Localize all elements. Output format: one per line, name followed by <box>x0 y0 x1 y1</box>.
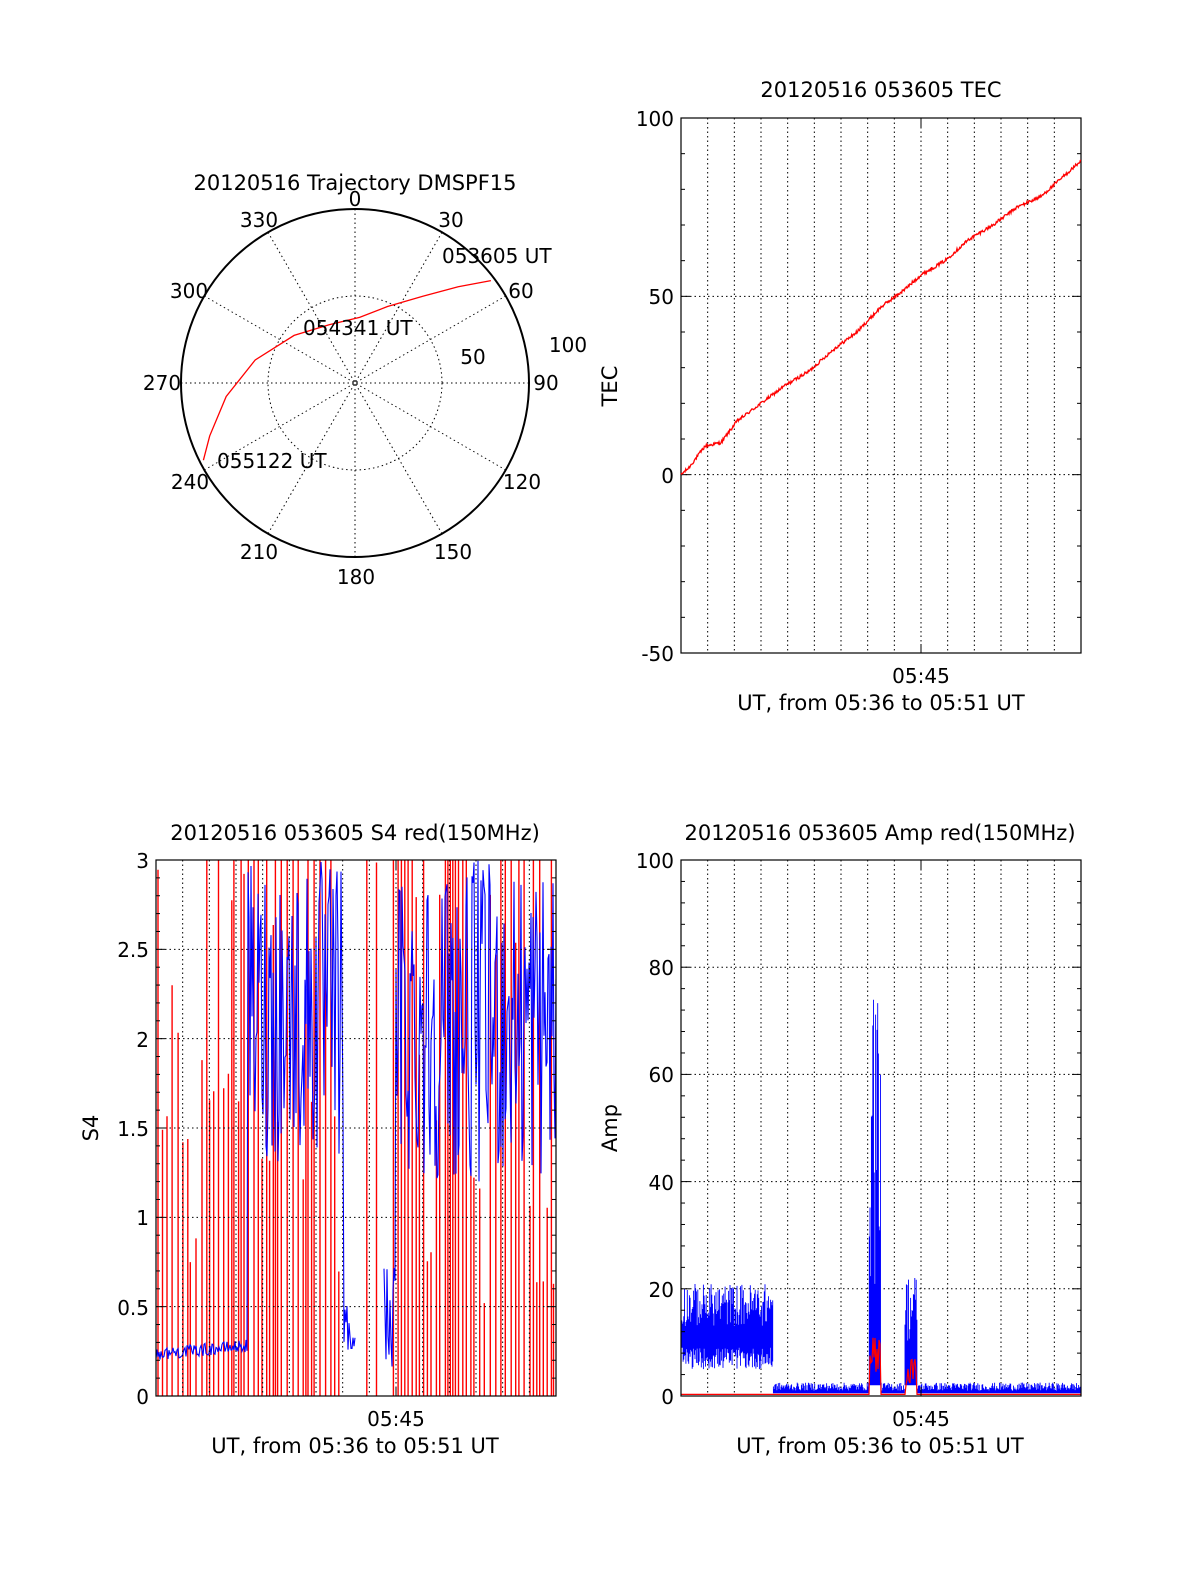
s4-blue-line <box>383 860 556 1367</box>
amp-red-series <box>681 1337 1081 1395</box>
tec-ytick-label: 50 <box>649 285 674 309</box>
polar-trajectory-chart: 20120516 Trajectory DMSPF15 0 30 60 90 1… <box>143 171 587 589</box>
tec-series-line <box>680 159 1082 476</box>
amp-ytick-label: 40 <box>649 1171 674 1195</box>
s4-ytick-label: 2 <box>136 1028 149 1052</box>
azimuth-label-60: 60 <box>508 279 533 303</box>
s4-ytick-labels: 3 2.5 2 1.5 1 0.5 0 <box>117 849 149 1409</box>
amp-title: 20120516 053605 Amp red(150MHz) <box>684 821 1075 845</box>
azimuth-label-0: 0 <box>349 187 362 211</box>
amp-xtick-label: 05:45 <box>892 1407 950 1431</box>
amp-ylabel: Amp <box>598 1104 622 1152</box>
tec-xlabel: UT, from 05:36 to 05:51 UT <box>737 691 1025 715</box>
s4-grid <box>156 860 556 1396</box>
polar-outer-ring <box>180 208 530 558</box>
amp-ytick-label: 100 <box>636 849 674 873</box>
s4-xlabel: UT, from 05:36 to 05:51 UT <box>211 1434 499 1458</box>
amp-chart: 20120516 053605 Amp red(150MHz) 100 80 6… <box>598 821 1082 1458</box>
tec-chart: 20120516 053605 TEC 100 50 0 -50 05:45 U… <box>598 78 1082 715</box>
amp-ytick-label: 0 <box>661 1385 674 1409</box>
tec-tick-marks <box>681 117 1081 654</box>
amp-xlabel: UT, from 05:36 to 05:51 UT <box>736 1434 1024 1458</box>
polar-grid <box>181 209 529 557</box>
tec-grid <box>681 118 1081 653</box>
s4-ytick-label: 0 <box>136 1385 149 1409</box>
annotation-start-time: 053605 UT <box>442 244 552 268</box>
amp-grid <box>681 860 1081 1396</box>
s4-ytick-label: 3 <box>136 849 149 873</box>
s4-ytick-label: 1.5 <box>117 1117 149 1141</box>
s4-chart: 20120516 053605 S4 red(150MHz) 3 2.5 2 1… <box>79 821 557 1458</box>
amp-ytick-label: 60 <box>649 1063 674 1087</box>
amp-blue-line <box>681 999 1081 1394</box>
annotation-end-time: 055122 UT <box>217 449 327 473</box>
trajectory-line <box>202 279 492 461</box>
s4-ytick-label: 0.5 <box>117 1296 149 1320</box>
tec-ylabel: TEC <box>598 366 622 408</box>
amp-plot-frame <box>680 859 1082 1397</box>
amp-ytick-label: 20 <box>649 1278 674 1302</box>
radial-label-100: 100 <box>549 333 587 357</box>
amp-blue-series <box>681 999 1081 1394</box>
azimuth-label-240: 240 <box>171 470 209 494</box>
azimuth-label-150: 150 <box>434 540 472 564</box>
azimuth-label-120: 120 <box>503 470 541 494</box>
amp-ytick-labels: 100 80 60 40 20 0 <box>636 849 674 1409</box>
s4-xtick-label: 05:45 <box>367 1407 425 1431</box>
polar-title: 20120516 Trajectory DMSPF15 <box>193 171 516 195</box>
amp-ytick-label: 80 <box>649 956 674 980</box>
azimuth-label-90: 90 <box>533 371 558 395</box>
amp-tick-marks <box>681 859 1081 1397</box>
s4-ytick-label: 2.5 <box>117 938 149 962</box>
azimuth-label-300: 300 <box>170 279 208 303</box>
tec-xtick-label: 05:45 <box>892 664 950 688</box>
amp-red-line <box>681 1337 1081 1395</box>
tec-ytick-label: -50 <box>641 642 674 666</box>
azimuth-label-270: 270 <box>143 371 181 395</box>
s4-blue-line <box>156 861 356 1360</box>
azimuth-label-180: 180 <box>337 565 375 589</box>
tec-plot-frame <box>680 117 1082 654</box>
s4-ylabel: S4 <box>79 1115 103 1142</box>
tec-ytick-label: 100 <box>636 107 674 131</box>
polar-azimuth-labels: 0 30 60 90 120 150 180 210 240 270 300 3… <box>143 187 559 589</box>
azimuth-label-30: 30 <box>438 208 463 232</box>
s4-tick-marks <box>156 859 556 1397</box>
s4-title: 20120516 053605 S4 red(150MHz) <box>170 821 540 845</box>
s4-blue-series <box>156 860 556 1367</box>
radial-label-50: 50 <box>460 345 485 369</box>
annotation-mid-time: 054341 UT <box>303 316 413 340</box>
s4-ytick-label: 1 <box>136 1206 149 1230</box>
azimuth-label-210: 210 <box>240 540 278 564</box>
tec-title: 20120516 053605 TEC <box>760 78 1001 102</box>
tec-ytick-label: 0 <box>661 464 674 488</box>
azimuth-label-330: 330 <box>240 208 278 232</box>
tec-ytick-labels: 100 50 0 -50 <box>636 107 674 666</box>
